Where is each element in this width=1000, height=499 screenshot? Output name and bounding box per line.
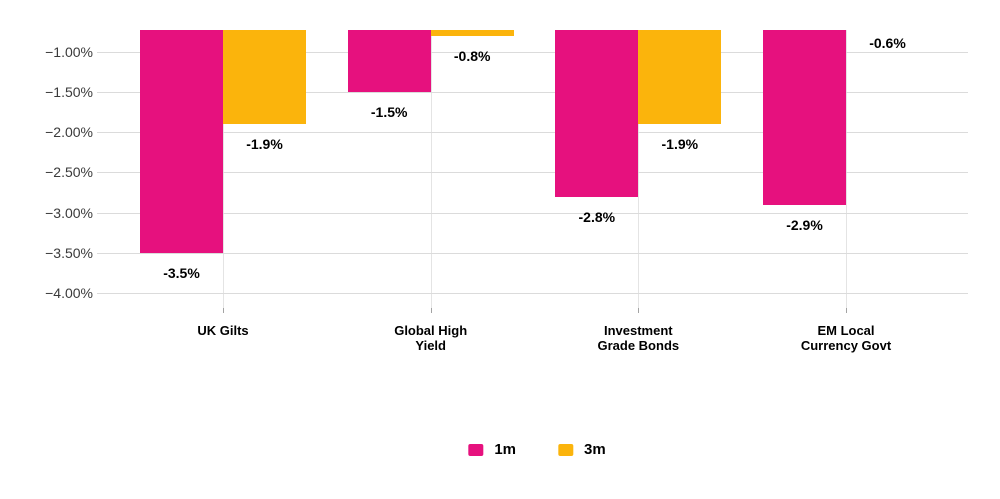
legend-item-3m: 3m bbox=[558, 441, 606, 458]
y-axis-tick-label: −4.00% bbox=[45, 285, 93, 302]
category-gridline bbox=[430, 30, 432, 308]
bar-1m-1 bbox=[347, 30, 431, 92]
y-gridline bbox=[97, 51, 968, 53]
bar-1m-0 bbox=[140, 30, 223, 253]
y-gridline bbox=[97, 172, 968, 174]
category-axis-tick bbox=[223, 308, 224, 313]
legend-label-1m: 1m bbox=[494, 441, 516, 458]
category-gridline bbox=[846, 30, 847, 308]
bar-3m-2 bbox=[638, 30, 722, 125]
bar-1m-3 bbox=[763, 30, 846, 205]
category-label: Global High Yield bbox=[394, 323, 468, 353]
y-axis-tick-label: −3.50% bbox=[45, 244, 93, 261]
category-gridline bbox=[638, 30, 640, 308]
value-label-1m-1: -1.5% bbox=[370, 103, 408, 120]
legend-swatch-3m-icon bbox=[558, 443, 573, 456]
y-axis-tick-label: −1.50% bbox=[45, 83, 93, 100]
category-axis-tick bbox=[638, 308, 640, 313]
y-axis-tick-label: −2.50% bbox=[45, 164, 93, 181]
y-gridline bbox=[97, 252, 968, 254]
category-axis-tick bbox=[846, 308, 847, 313]
legend-swatch-1m-icon bbox=[468, 443, 484, 456]
category-axis-tick bbox=[430, 308, 432, 313]
y-gridline bbox=[97, 132, 968, 134]
y-axis-tick-label: −2.00% bbox=[45, 124, 93, 141]
category-label: Investment Grade Bonds bbox=[597, 323, 680, 353]
category-gridline bbox=[223, 30, 224, 308]
value-label-3m-2: -1.9% bbox=[661, 136, 699, 153]
legend: 1m 3m bbox=[468, 441, 606, 458]
y-axis-tick-label: −3.00% bbox=[45, 204, 93, 221]
value-label-3m-3: -0.6% bbox=[869, 35, 906, 51]
y-gridline bbox=[97, 293, 968, 295]
value-label-1m-2: -2.8% bbox=[578, 208, 616, 225]
legend-item-1m: 1m bbox=[468, 441, 516, 458]
y-gridline bbox=[97, 212, 968, 214]
value-label-3m-1: -0.8% bbox=[453, 47, 491, 64]
bar-3m-0 bbox=[223, 30, 306, 125]
bar-1m-2 bbox=[555, 30, 639, 197]
category-label: EM Local Currency Govt bbox=[800, 323, 892, 353]
y-gridline bbox=[97, 91, 968, 93]
value-label-3m-0: -1.9% bbox=[246, 136, 283, 153]
y-axis-tick-label: −1.00% bbox=[45, 43, 93, 60]
value-label-1m-3: -2.9% bbox=[786, 216, 823, 233]
category-label: UK Gilts bbox=[197, 323, 249, 338]
value-label-1m-0: -3.5% bbox=[163, 264, 200, 281]
bar-3m-1 bbox=[430, 30, 514, 36]
legend-label-3m: 3m bbox=[584, 441, 606, 458]
